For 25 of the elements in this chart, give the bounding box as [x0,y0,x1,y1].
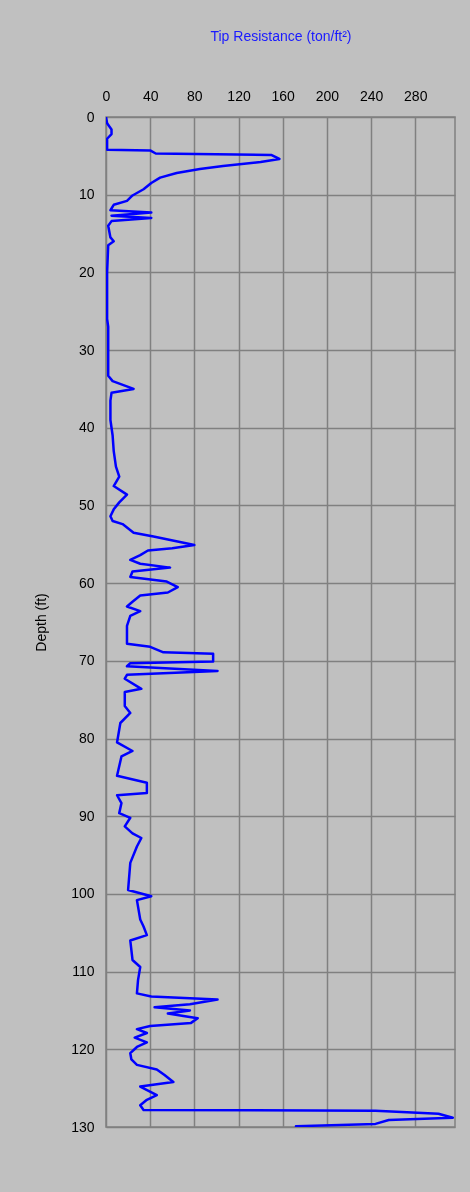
x-tick-label: 120 [227,87,251,104]
x-tick-label: 0 [102,87,111,104]
y-tick-label: 10 [78,186,95,203]
x-tick-label: 280 [404,87,428,104]
y-tick-label: 40 [78,419,95,436]
y-tick-label: 60 [78,574,95,591]
y-axis-title: Depth (ft) [33,593,50,652]
y-tick-label: 110 [72,963,95,980]
y-tick-label: 130 [71,1118,95,1135]
y-tick-label: 100 [71,885,95,902]
y-tick-label: 70 [78,652,95,669]
line-series [106,117,455,1127]
y-tick-label: 120 [71,1040,95,1057]
x-tick-label: 200 [315,87,340,104]
x-axis-title: Tip Resistance (ton/ft²) [210,27,352,44]
y-tick-label: 50 [78,496,95,513]
x-tick-label: 160 [271,87,296,104]
y-tick-label: 0 [86,108,95,125]
y-tick-label: 80 [78,730,95,747]
y-tick-label: 30 [78,341,95,358]
x-tick-label: 40 [142,87,159,104]
y-tick-label: 20 [78,263,95,280]
x-tick-label: 80 [187,87,203,104]
y-tick-label: 90 [78,807,95,824]
x-tick-label: 240 [359,87,384,104]
